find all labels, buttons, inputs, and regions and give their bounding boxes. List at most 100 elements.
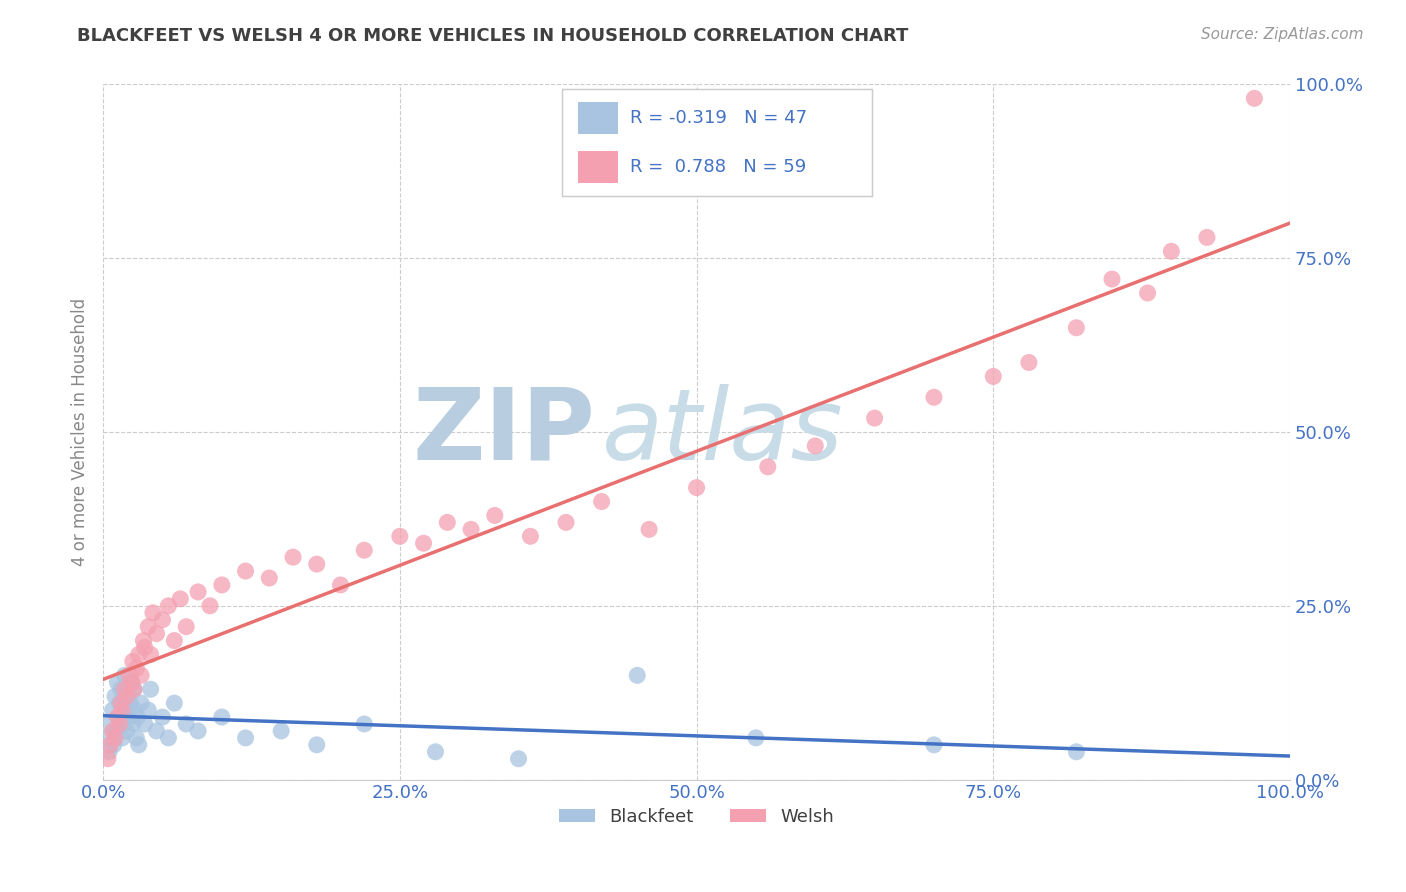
Point	[107, 710, 129, 724]
Point	[101, 723, 124, 738]
Point	[125, 731, 148, 745]
Point	[108, 696, 131, 710]
Point	[305, 738, 328, 752]
Point	[117, 689, 139, 703]
Point	[111, 703, 134, 717]
Point	[270, 723, 292, 738]
Point	[118, 668, 141, 682]
Point	[174, 620, 197, 634]
Point	[111, 731, 134, 745]
Point	[98, 738, 121, 752]
Point	[211, 710, 233, 724]
Point	[115, 723, 138, 738]
Point	[114, 682, 136, 697]
Point	[1160, 244, 1182, 259]
Point	[108, 717, 131, 731]
Point	[329, 578, 352, 592]
Point	[555, 516, 578, 530]
Text: R =  0.788   N = 59: R = 0.788 N = 59	[630, 159, 807, 177]
Point	[118, 710, 141, 724]
Point	[626, 668, 648, 682]
Point	[187, 585, 209, 599]
Text: atlas: atlas	[602, 384, 844, 481]
Point	[922, 738, 945, 752]
Point	[508, 752, 530, 766]
Point	[211, 578, 233, 592]
Point	[114, 703, 136, 717]
Point	[169, 591, 191, 606]
Point	[121, 675, 143, 690]
Point	[922, 390, 945, 404]
Point	[142, 606, 165, 620]
Point	[174, 717, 197, 731]
Point	[112, 717, 135, 731]
Point	[104, 689, 127, 703]
Point	[152, 710, 174, 724]
Text: BLACKFEET VS WELSH 4 OR MORE VEHICLES IN HOUSEHOLD CORRELATION CHART: BLACKFEET VS WELSH 4 OR MORE VEHICLES IN…	[77, 27, 908, 45]
Point	[1195, 230, 1218, 244]
Point	[235, 564, 257, 578]
Point	[127, 710, 149, 724]
Point	[129, 668, 152, 682]
Point	[1066, 320, 1088, 334]
Point	[121, 675, 143, 690]
Point	[145, 723, 167, 738]
Point	[745, 731, 768, 745]
Point	[353, 717, 375, 731]
Point	[638, 522, 661, 536]
Point	[114, 668, 136, 682]
Point	[353, 543, 375, 558]
Point	[685, 481, 707, 495]
Point	[134, 717, 156, 731]
Point	[136, 620, 159, 634]
Point	[103, 738, 125, 752]
Point	[122, 682, 145, 697]
Point	[187, 723, 209, 738]
Point	[163, 696, 186, 710]
Point	[1018, 355, 1040, 369]
Point	[104, 731, 127, 745]
Text: ZIP: ZIP	[413, 384, 596, 481]
Point	[519, 529, 541, 543]
Point	[145, 626, 167, 640]
Point	[121, 717, 143, 731]
Point	[124, 703, 146, 717]
Point	[139, 682, 162, 697]
Bar	[578, 152, 619, 184]
Bar	[578, 102, 619, 134]
Point	[259, 571, 281, 585]
Point	[121, 655, 143, 669]
Point	[591, 494, 613, 508]
Point	[305, 557, 328, 571]
Point	[115, 689, 138, 703]
Point	[484, 508, 506, 523]
Point	[125, 661, 148, 675]
Text: Source: ZipAtlas.com: Source: ZipAtlas.com	[1201, 27, 1364, 42]
Point	[129, 696, 152, 710]
Point	[98, 717, 121, 731]
Point	[981, 369, 1004, 384]
Point	[96, 731, 118, 745]
Point	[128, 738, 150, 752]
Point	[136, 703, 159, 717]
Point	[122, 682, 145, 697]
Point	[1136, 285, 1159, 300]
Point	[98, 745, 121, 759]
Point	[235, 731, 257, 745]
Point	[134, 640, 156, 655]
Point	[756, 459, 779, 474]
Legend: Blackfeet, Welsh: Blackfeet, Welsh	[551, 801, 841, 833]
Point	[1066, 745, 1088, 759]
Point	[132, 633, 155, 648]
Point	[128, 648, 150, 662]
Point	[110, 682, 132, 697]
Point	[105, 675, 128, 690]
Point	[863, 411, 886, 425]
Point	[105, 723, 128, 738]
Point	[97, 752, 120, 766]
Point	[198, 599, 221, 613]
Point	[804, 439, 827, 453]
Point	[412, 536, 434, 550]
Point	[1243, 91, 1265, 105]
Point	[120, 696, 142, 710]
